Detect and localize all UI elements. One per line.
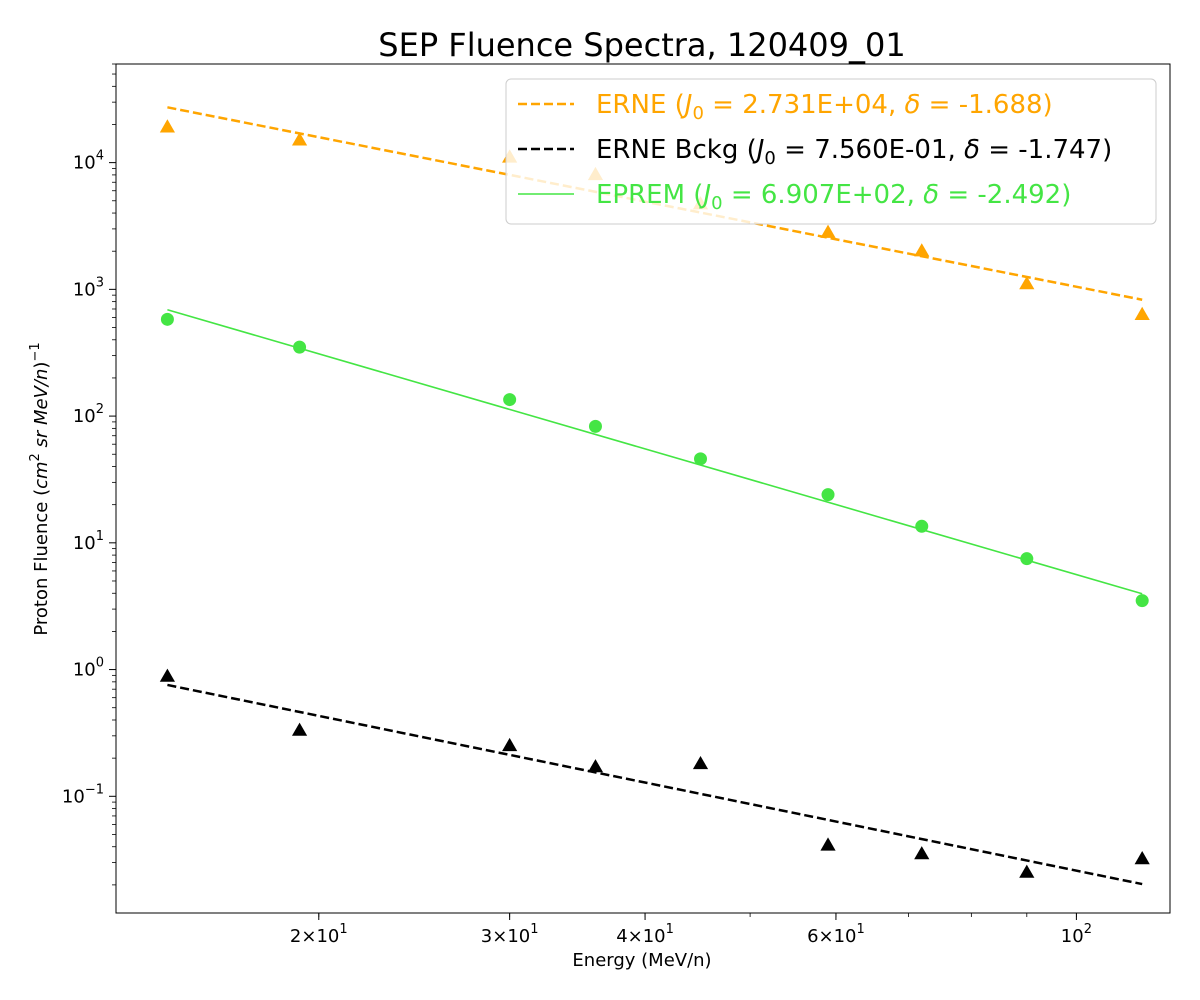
y-tick-base: 10 bbox=[73, 279, 96, 300]
y-tick-exponent: 2 bbox=[96, 402, 104, 417]
eprem-point bbox=[821, 488, 835, 502]
chart-title: SEP Fluence Spectra, 120409_01 bbox=[378, 26, 905, 64]
x-tick-exponent: 1 bbox=[530, 922, 538, 937]
legend-j0-value: = 2.731E+04, bbox=[704, 90, 905, 120]
eprem-point bbox=[915, 519, 929, 533]
y-tick-exponent: 4 bbox=[96, 149, 104, 164]
legend-delta-value: = -1.688) bbox=[920, 90, 1052, 120]
erne-point bbox=[291, 132, 308, 146]
y-tick-label: 100 bbox=[73, 656, 104, 681]
y-tick-label: 104 bbox=[73, 149, 104, 174]
y-tick-base: 10 bbox=[62, 786, 85, 807]
eprem-point bbox=[588, 419, 602, 433]
x-tick-label: 6×101 bbox=[807, 922, 865, 947]
y-label-unit: cm bbox=[31, 461, 52, 488]
legend: ERNE (J0 = 2.731E+04, δ = -1.688) ERNE Bc… bbox=[505, 78, 1157, 225]
x-tick-base: 10 bbox=[507, 926, 530, 947]
y-tick-exponent: 1 bbox=[96, 529, 104, 544]
y-tick-base: 10 bbox=[73, 153, 96, 174]
erne_bckg-point bbox=[159, 668, 176, 682]
y-tick-label: 102 bbox=[73, 402, 104, 427]
x-tick-base: 10 bbox=[316, 926, 339, 947]
legend-delta-value: = -1.747) bbox=[980, 135, 1112, 165]
legend-delta-symbol: δ bbox=[904, 90, 920, 120]
legend-erne_bckg-label: ERNE Bckg (J0 = 7.560E-01, δ = -1.747) bbox=[596, 135, 1112, 169]
erne_bckg-point bbox=[820, 837, 836, 851]
x-tick-exponent: 1 bbox=[339, 922, 347, 937]
legend-series-name: ERNE Bckg ( bbox=[596, 135, 757, 165]
legend-series-name: ERNE ( bbox=[596, 90, 685, 120]
x-tick-mantissa: 3× bbox=[481, 926, 508, 947]
x-tick-base: 10 bbox=[834, 926, 857, 947]
y-tick-exponent: 0 bbox=[96, 656, 104, 671]
legend-j-subscript: 0 bbox=[711, 193, 722, 214]
erne_bckg-point bbox=[587, 759, 604, 773]
y-tick-label: 10−1 bbox=[62, 782, 104, 807]
y-axis-label: Proton Fluence (cm2 sr MeV/n)−1 bbox=[28, 342, 52, 635]
erne_bckg-point bbox=[914, 846, 930, 860]
eprem-point bbox=[1020, 552, 1034, 566]
erne-point bbox=[820, 224, 836, 238]
legend-eprem-label: EPREM (J0 = 6.907E+02, δ = -2.492) bbox=[596, 180, 1071, 214]
x-tick-mantissa: 4× bbox=[616, 926, 643, 947]
erne_bckg-point bbox=[1019, 864, 1035, 878]
erne_bckg-point bbox=[502, 737, 518, 752]
y-tick-base: 10 bbox=[73, 533, 96, 554]
x-tick-label: 4×101 bbox=[616, 922, 674, 947]
legend-delta-symbol: δ bbox=[964, 135, 980, 165]
legend-j-subscript: 0 bbox=[692, 103, 703, 124]
y-label-text: ) bbox=[31, 362, 52, 369]
x-tick-mantissa: 2× bbox=[290, 926, 317, 947]
x-tick-label: 3×101 bbox=[481, 922, 539, 947]
x-tick-mantissa: 6× bbox=[807, 926, 834, 947]
legend-delta-value: = -2.492) bbox=[939, 180, 1071, 210]
x-axis-label: Energy (MeV/n) bbox=[572, 950, 711, 971]
legend-j-subscript: 0 bbox=[764, 148, 775, 169]
y-tick-base: 10 bbox=[73, 660, 96, 681]
erne_bckg-point bbox=[1134, 851, 1150, 865]
eprem-point bbox=[160, 312, 174, 326]
legend-j0-value: = 7.560E-01, bbox=[776, 135, 964, 165]
eprem-fit-line bbox=[167, 308, 1143, 595]
y-tick-label: 101 bbox=[73, 529, 104, 554]
y-label-superscript: 2 bbox=[28, 453, 43, 461]
eprem-point bbox=[293, 340, 307, 354]
erne-point bbox=[914, 243, 930, 257]
erne-point bbox=[1019, 276, 1035, 290]
erne_bckg-fit-line bbox=[167, 683, 1143, 886]
legend-series-name: EPREM ( bbox=[596, 180, 703, 210]
y-tick-exponent: 3 bbox=[96, 275, 104, 290]
erne-point bbox=[1134, 306, 1150, 320]
y-label-unit: sr MeV/n bbox=[31, 369, 52, 454]
x-tick-exponent: 1 bbox=[666, 922, 674, 937]
erne-point bbox=[159, 119, 176, 133]
x-tick-exponent: 1 bbox=[857, 922, 865, 937]
eprem-point bbox=[694, 452, 708, 466]
x-tick-exponent: 2 bbox=[1084, 922, 1092, 937]
y-tick-label: 103 bbox=[73, 275, 104, 300]
x-tick-base: 10 bbox=[1061, 926, 1084, 947]
x-tick-base: 10 bbox=[643, 926, 666, 947]
erne_bckg-point bbox=[291, 722, 308, 736]
eprem-point bbox=[1135, 594, 1149, 608]
plot-frame bbox=[115, 63, 1171, 914]
legend-erne-label: ERNE (J0 = 2.731E+04, δ = -1.688) bbox=[596, 90, 1053, 124]
y-label-superscript: −1 bbox=[28, 342, 43, 361]
legend-box bbox=[505, 78, 1157, 225]
y-tick-exponent: −1 bbox=[85, 782, 104, 797]
eprem-point bbox=[503, 393, 517, 407]
x-tick-label: 102 bbox=[1061, 922, 1092, 947]
x-tick-label: 2×101 bbox=[290, 922, 348, 947]
y-tick-base: 10 bbox=[73, 406, 96, 427]
legend-delta-symbol: δ bbox=[923, 180, 939, 210]
erne_bckg-point bbox=[692, 755, 709, 770]
y-label-text: Proton Fluence ( bbox=[31, 489, 52, 636]
legend-j0-value: = 6.907E+02, bbox=[723, 180, 924, 210]
